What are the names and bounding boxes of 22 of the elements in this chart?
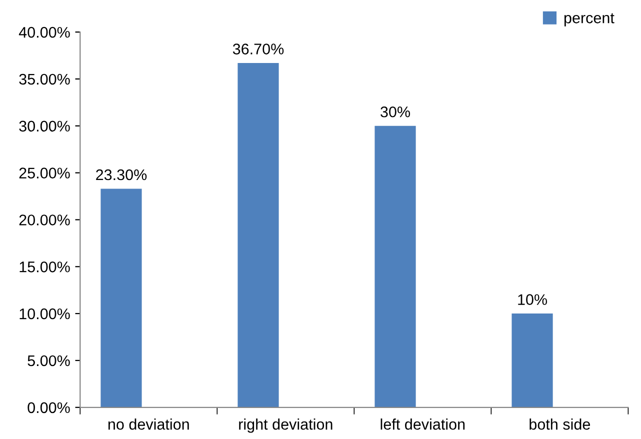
x-tick-label: left deviation — [380, 418, 465, 430]
y-tick-label: 5.00% — [28, 355, 70, 366]
y-tick-label: 30.00% — [19, 120, 70, 132]
bar — [238, 63, 279, 408]
x-tick-label: no deviation — [108, 418, 189, 430]
y-tick-label: 40.00% — [18, 26, 70, 38]
y-tick-label: 0.00% — [28, 402, 70, 414]
data-label: 30% — [380, 106, 410, 118]
y-tick-label: 15.00% — [20, 262, 70, 272]
y-tick-label: 20.00% — [19, 214, 70, 226]
legend-label: percent — [564, 13, 614, 26]
data-label: 10% — [518, 294, 548, 305]
x-tick-label: right deviation — [239, 418, 332, 433]
bar — [100, 188, 142, 408]
y-tick-label: 35.00% — [19, 74, 70, 85]
data-label: 36.70% — [232, 44, 284, 54]
bar — [512, 314, 553, 408]
data-label: 23.30% — [96, 169, 147, 180]
y-tick-label: 25.00% — [19, 168, 70, 178]
y-tick-label: 10.00% — [20, 308, 70, 320]
x-tick-label: both side — [530, 418, 590, 430]
bar — [374, 126, 416, 408]
